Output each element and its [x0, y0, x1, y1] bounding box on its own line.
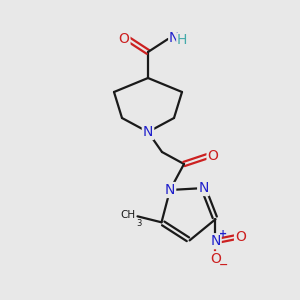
Text: N: N [165, 183, 175, 197]
Text: O: O [208, 149, 218, 163]
Text: H: H [177, 33, 187, 47]
Text: N: N [143, 125, 153, 139]
Text: N: N [198, 181, 208, 195]
Text: −: − [219, 260, 228, 270]
Text: O: O [235, 230, 246, 244]
Text: N: N [210, 234, 221, 248]
Text: N: N [169, 31, 179, 45]
Text: O: O [210, 252, 221, 266]
Text: +: + [219, 229, 228, 239]
Text: CH: CH [120, 210, 136, 220]
Text: O: O [118, 32, 129, 46]
Text: 3: 3 [136, 219, 142, 228]
